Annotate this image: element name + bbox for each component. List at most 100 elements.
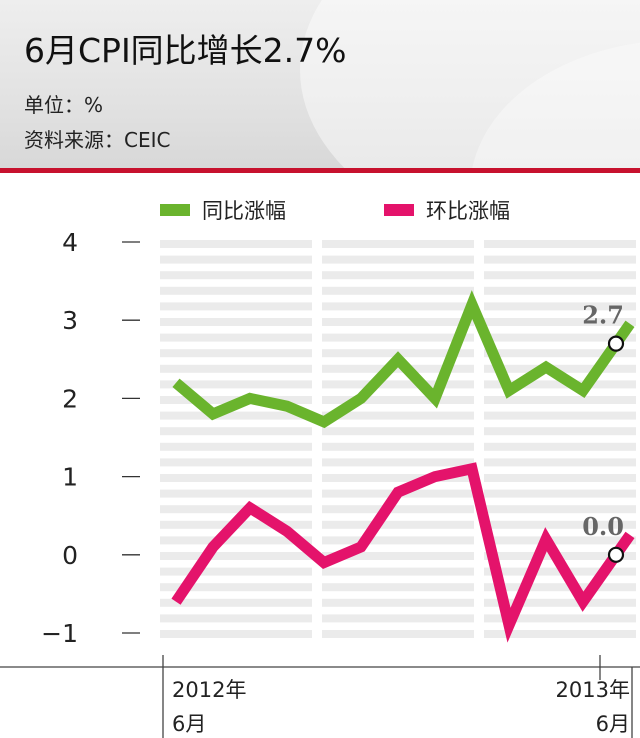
background-stripe bbox=[322, 520, 474, 529]
background-stripe bbox=[160, 614, 312, 623]
background-stripe bbox=[322, 614, 474, 623]
background-stripe bbox=[160, 380, 312, 389]
background-stripe bbox=[484, 536, 636, 545]
y-tick-label: −1 bbox=[41, 619, 78, 648]
background-stripe bbox=[322, 333, 474, 342]
background-stripe bbox=[322, 364, 474, 373]
series-line bbox=[172, 290, 635, 429]
background-stripe bbox=[322, 536, 474, 545]
background-stripe bbox=[160, 583, 312, 592]
background-stripe bbox=[484, 333, 636, 342]
background-stripe bbox=[160, 458, 312, 467]
x-tick-label: 6月 bbox=[596, 712, 630, 736]
y-tick-label: 1 bbox=[62, 463, 78, 492]
series-end-markers: 2.7 0.0 bbox=[582, 301, 625, 563]
chart-title: 6月CPI同比增长2.7% bbox=[24, 31, 347, 70]
background-stripe bbox=[484, 427, 636, 436]
background-stripe bbox=[484, 286, 636, 295]
background-stripe bbox=[322, 567, 474, 576]
background-stripe bbox=[160, 552, 312, 560]
x-axis: 2012年 6月 2013年 6月 bbox=[0, 655, 640, 738]
x-tick-label: 6月 bbox=[172, 712, 206, 736]
background-stripe bbox=[322, 396, 474, 404]
background-stripe bbox=[484, 442, 636, 451]
x-tick-label: 2013年 bbox=[556, 678, 630, 702]
background-stripe bbox=[322, 318, 474, 326]
background-stripe bbox=[322, 474, 474, 482]
background-stripe bbox=[322, 583, 474, 592]
background-stripe bbox=[160, 630, 312, 638]
background-stripe bbox=[160, 536, 312, 545]
y-tick-label: 3 bbox=[62, 306, 78, 335]
background-stripe bbox=[322, 458, 474, 467]
background-stripe bbox=[484, 318, 636, 326]
background-stripe bbox=[322, 380, 474, 389]
background-stripe bbox=[484, 598, 636, 607]
background-stripe bbox=[484, 255, 636, 264]
background-stripe bbox=[160, 349, 312, 358]
background-stripe bbox=[160, 427, 312, 436]
background-stripe bbox=[484, 630, 636, 638]
background-stripe bbox=[484, 380, 636, 389]
line-chart: 4 3 2 1 0 −1 2012年 6月 2013年 6月 同比涨幅 环比涨幅 2.7 0.0 bbox=[0, 199, 640, 738]
unit-label: 单位：% bbox=[24, 93, 104, 117]
y-tick-label: 2 bbox=[62, 384, 78, 413]
background-stripe bbox=[484, 240, 636, 248]
legend-label: 环比涨幅 bbox=[426, 199, 510, 223]
y-axis: 4 3 2 1 0 −1 bbox=[41, 228, 140, 648]
background-stripe bbox=[322, 442, 474, 451]
background-stripe bbox=[322, 630, 474, 638]
background-stripe bbox=[484, 396, 636, 404]
x-tick-label: 2012年 bbox=[172, 678, 246, 702]
background-stripe bbox=[322, 552, 474, 560]
header-divider bbox=[0, 168, 640, 173]
background-stripe bbox=[322, 271, 474, 280]
background-stripe bbox=[160, 286, 312, 295]
legend-swatch bbox=[160, 204, 190, 216]
background-stripe bbox=[484, 520, 636, 529]
background-stripe bbox=[484, 474, 636, 482]
background-stripe bbox=[160, 567, 312, 576]
background-stripe bbox=[322, 598, 474, 607]
legend-label: 同比涨幅 bbox=[202, 199, 286, 223]
background-stripe bbox=[484, 302, 636, 311]
background-stripe bbox=[160, 489, 312, 498]
background-stripe bbox=[160, 442, 312, 451]
end-marker bbox=[607, 546, 625, 563]
background-stripe bbox=[322, 240, 474, 248]
source-label: 资料来源：CEIC bbox=[24, 128, 171, 152]
background-stripe bbox=[484, 505, 636, 514]
end-value-label: 0.0 bbox=[582, 512, 624, 541]
header-decoration bbox=[300, 0, 640, 168]
background-stripe bbox=[160, 474, 312, 482]
background-stripe bbox=[160, 364, 312, 373]
end-value-label: 2.7 bbox=[582, 301, 624, 330]
background-stripe bbox=[484, 349, 636, 358]
legend-swatch bbox=[384, 204, 414, 216]
series-lines bbox=[171, 290, 635, 643]
header-banner: 6月CPI同比增长2.7% 单位：% 资料来源：CEIC bbox=[0, 0, 640, 168]
background-stripe bbox=[160, 271, 312, 280]
background-stripe bbox=[322, 427, 474, 436]
background-stripe bbox=[322, 302, 474, 311]
background-stripe bbox=[484, 411, 636, 420]
series-line bbox=[171, 462, 635, 643]
background-stripe bbox=[160, 598, 312, 607]
legend: 同比涨幅 环比涨幅 bbox=[160, 199, 510, 223]
background-stripe bbox=[322, 411, 474, 420]
background-stripe bbox=[322, 505, 474, 514]
background-stripe bbox=[160, 411, 312, 420]
background-stripe bbox=[160, 505, 312, 514]
background-stripe bbox=[322, 286, 474, 295]
background-stripe bbox=[484, 271, 636, 280]
background-stripe bbox=[322, 255, 474, 264]
background-stripe bbox=[484, 489, 636, 498]
background-stripe bbox=[484, 458, 636, 467]
background-stripe bbox=[160, 255, 312, 264]
background-stripe bbox=[484, 614, 636, 623]
background-stripe bbox=[484, 583, 636, 592]
y-tick-label: 0 bbox=[62, 541, 78, 570]
background-stripe bbox=[160, 302, 312, 311]
background-stripe bbox=[484, 364, 636, 373]
background-stripe bbox=[160, 318, 312, 326]
